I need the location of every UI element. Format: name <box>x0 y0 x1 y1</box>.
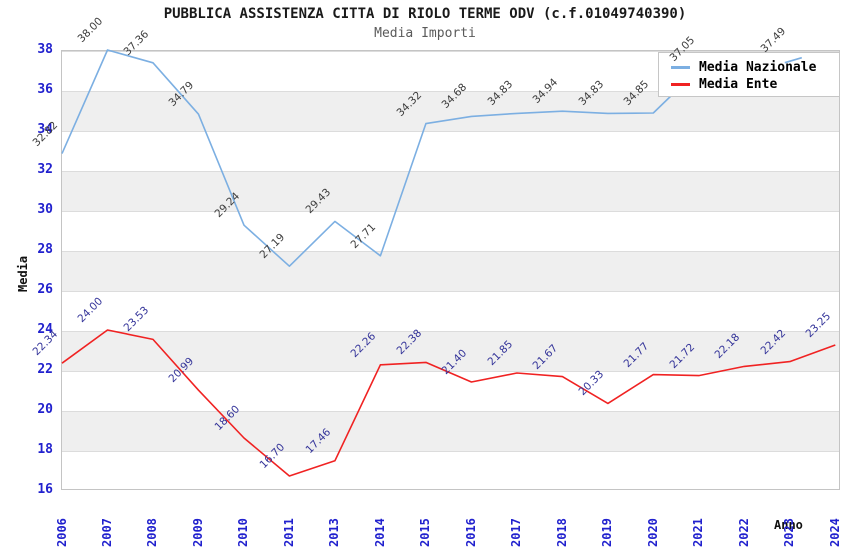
y-tick-label: 34 <box>37 122 53 137</box>
legend-label-nazionale: Media Nazionale <box>699 60 817 75</box>
y-tick-label: 28 <box>37 242 53 257</box>
y-tick-label: 24 <box>37 322 53 337</box>
legend-entry-ente: Media Ente <box>671 77 839 92</box>
y-tick-label: 26 <box>37 282 53 297</box>
y-tick-label: 18 <box>37 442 53 457</box>
legend-swatch-ente-icon <box>671 83 690 86</box>
x-axis-title: Anno <box>774 518 803 532</box>
y-tick-label: 22 <box>37 362 53 377</box>
y-tick-label: 38 <box>37 42 53 57</box>
legend-label-ente: Media Ente <box>699 77 778 92</box>
y-tick-label: 32 <box>37 162 53 177</box>
series-line-ente <box>61 329 836 477</box>
plot-area <box>61 50 840 490</box>
chart-title: PUBBLICA ASSISTENZA CITTA DI RIOLO TERME… <box>163 6 687 22</box>
legend-swatch-nazionale-icon <box>671 66 690 69</box>
y-tick-label: 36 <box>37 82 53 97</box>
y-tick-label: 30 <box>37 202 53 217</box>
chart-subtitle: Media Importi <box>374 26 476 41</box>
y-tick-label: 20 <box>37 402 53 417</box>
legend-entry-nazionale: Media Nazionale <box>671 60 839 75</box>
legend-box: Media Nazionale Media Ente <box>658 52 840 97</box>
y-tick-label: 16 <box>37 482 53 497</box>
